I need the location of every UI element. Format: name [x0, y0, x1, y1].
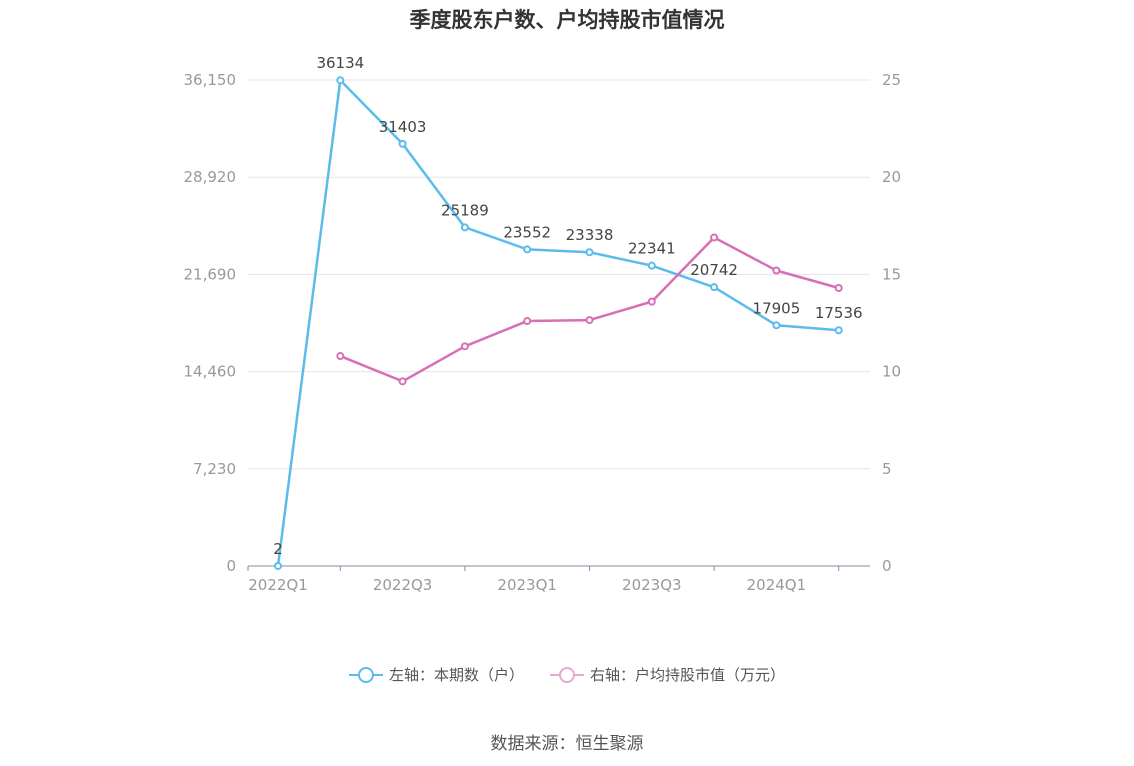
- y-right-tick-label: 0: [882, 557, 892, 575]
- data-point: [336, 352, 345, 361]
- legend-right-line-icon: [550, 666, 584, 683]
- x-tick-label: 2023Q1: [497, 576, 557, 594]
- data-label: 17536: [815, 304, 863, 322]
- y-left-tick-label: 21,690: [184, 265, 237, 283]
- x-tick-label: 2022Q3: [373, 576, 433, 594]
- data-point: [460, 223, 469, 232]
- data-label: 31403: [379, 118, 427, 136]
- legend-left-label: 左轴：本期数（户）: [388, 666, 524, 684]
- legend-item-left-series[interactable]: 左轴：本期数（户）: [348, 664, 524, 685]
- data-label: 25189: [441, 201, 489, 219]
- y-right-tick-label: 20: [882, 168, 901, 186]
- data-point: [336, 76, 345, 85]
- y-right-tick-label: 5: [882, 460, 892, 478]
- chart-title: 季度股东户数、户均持股市值情况: [409, 8, 725, 32]
- data-label: 22341: [628, 240, 676, 258]
- y-left-tick-label: 7,230: [193, 460, 236, 478]
- data-point: [834, 326, 843, 335]
- data-point: [398, 377, 407, 386]
- y-right-tick-label: 25: [882, 71, 901, 89]
- data-point: [585, 316, 594, 325]
- data-point: [274, 561, 282, 570]
- data-label: 20742: [690, 261, 738, 279]
- data-point: [772, 321, 781, 330]
- data-point: [647, 297, 656, 306]
- y-left-tick-label: 14,460: [184, 363, 237, 381]
- data-label: 2: [273, 540, 283, 558]
- data-point: [647, 261, 656, 270]
- legend-item-right-series[interactable]: 右轴：户均持股市值（万元）: [550, 664, 785, 685]
- data-point: [398, 139, 407, 148]
- y-right-tick-label: 10: [882, 363, 901, 381]
- legend-right-label: 右轴：户均持股市值（万元）: [590, 666, 786, 684]
- data-point: [710, 233, 719, 242]
- x-tick-label: 2024Q1: [747, 576, 807, 594]
- data-point: [460, 342, 469, 351]
- source-note: 数据来源：恒生聚源: [490, 734, 644, 754]
- data-label: 17905: [753, 299, 801, 317]
- data-label: 23552: [503, 223, 551, 241]
- data-point: [585, 248, 594, 257]
- y-left-tick-label: 28,920: [184, 168, 237, 186]
- data-label: 23338: [566, 226, 614, 244]
- y-right-tick-label: 15: [882, 265, 901, 283]
- data-point: [523, 317, 532, 326]
- data-point: [834, 284, 843, 293]
- y-left-tick-label: 36,150: [184, 71, 237, 89]
- data-point: [772, 266, 781, 275]
- legend-left-line-icon: [348, 666, 383, 683]
- x-tick-label: 2022Q1: [248, 576, 308, 594]
- x-tick-label: 2023Q3: [622, 576, 682, 594]
- data-label: 36134: [316, 54, 364, 72]
- legend: 左轴：本期数（户） 右轴：户均持股市值（万元）: [0, 664, 1134, 685]
- series-line-left: [276, 78, 839, 567]
- data-point: [710, 283, 719, 292]
- y-left-tick-label: 0: [226, 557, 236, 575]
- data-point: [523, 245, 532, 254]
